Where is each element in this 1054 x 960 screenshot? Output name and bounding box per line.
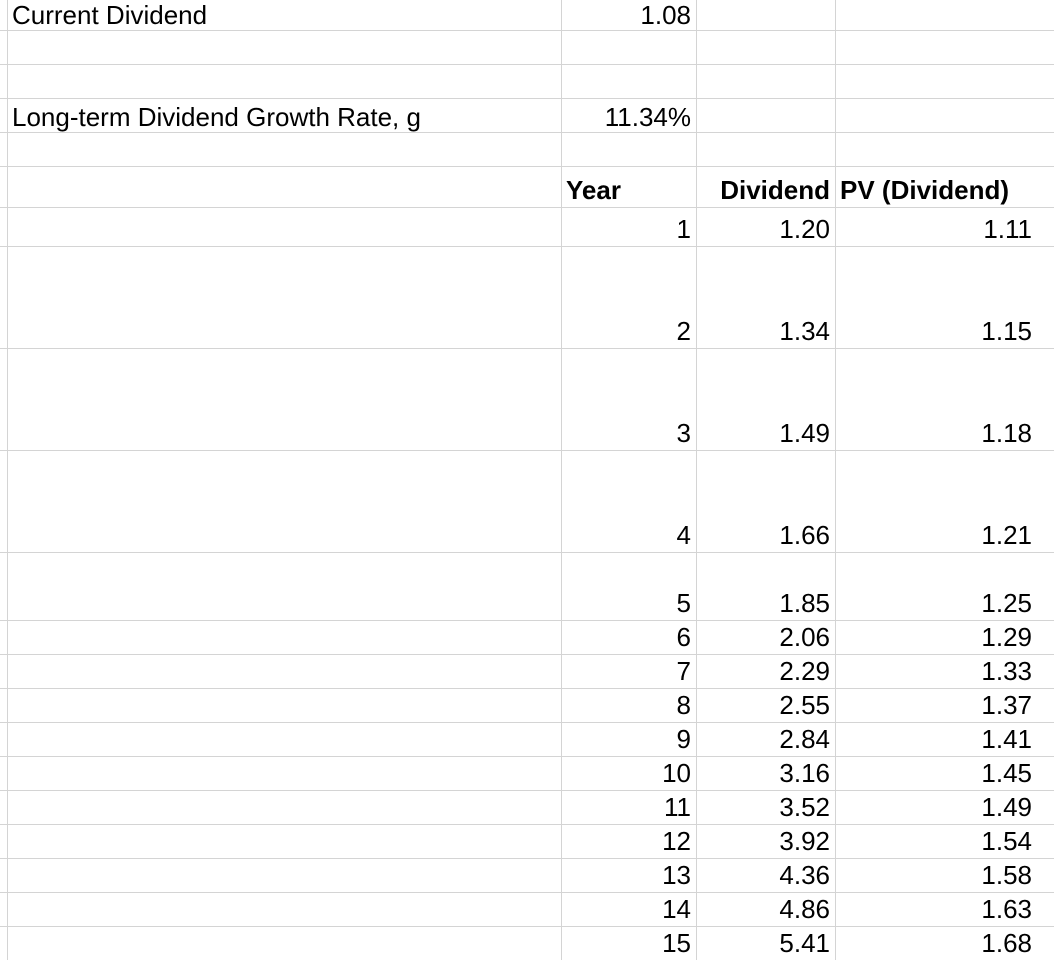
row-gridline xyxy=(0,892,1054,893)
dividend-cell[interactable]: 1.34 xyxy=(779,316,830,346)
header-year[interactable]: Year xyxy=(566,175,621,205)
header-pv-dividend[interactable]: PV (Dividend) xyxy=(840,175,1010,205)
year-cell[interactable]: 7 xyxy=(676,656,691,686)
row-gridline xyxy=(0,654,1054,655)
row-gridline xyxy=(0,688,1054,689)
pv-dividend-cell[interactable]: 1.15 xyxy=(981,316,1032,346)
year-cell[interactable]: 15 xyxy=(662,928,691,958)
row-gridline xyxy=(0,552,1054,553)
header-dividend[interactable]: Dividend xyxy=(720,175,830,205)
year-cell[interactable]: 2 xyxy=(676,316,691,346)
column-gridline xyxy=(696,0,697,960)
year-cell[interactable]: 13 xyxy=(662,860,691,890)
year-cell[interactable]: 12 xyxy=(662,826,691,856)
row-gridline xyxy=(0,64,1054,65)
year-cell[interactable]: 4 xyxy=(676,520,691,550)
pv-dividend-cell[interactable]: 1.63 xyxy=(981,894,1032,924)
row-gridline xyxy=(0,207,1054,208)
current-dividend-value[interactable]: 1.08 xyxy=(640,0,691,30)
pv-dividend-cell[interactable]: 1.45 xyxy=(981,758,1032,788)
current-dividend-label[interactable]: Current Dividend xyxy=(12,0,208,30)
dividend-cell[interactable]: 1.66 xyxy=(779,520,830,550)
row-gridline xyxy=(0,858,1054,859)
pv-dividend-cell[interactable]: 1.58 xyxy=(981,860,1032,890)
pv-dividend-cell[interactable]: 1.29 xyxy=(981,622,1032,652)
pv-dividend-cell[interactable]: 1.11 xyxy=(983,214,1032,244)
year-cell[interactable]: 9 xyxy=(676,724,691,754)
year-cell[interactable]: 11 xyxy=(664,792,691,822)
year-cell[interactable]: 3 xyxy=(676,418,691,448)
row-gridline xyxy=(0,824,1054,825)
year-cell[interactable]: 10 xyxy=(662,758,691,788)
row-gridline xyxy=(0,620,1054,621)
pv-dividend-cell[interactable]: 1.18 xyxy=(981,418,1032,448)
dividend-cell[interactable]: 2.29 xyxy=(779,656,830,686)
year-cell[interactable]: 5 xyxy=(676,588,691,618)
row-gridline xyxy=(0,790,1054,791)
dividend-cell[interactable]: 2.55 xyxy=(779,690,830,720)
year-cell[interactable]: 14 xyxy=(662,894,691,924)
row-gridline xyxy=(0,926,1054,927)
column-gridline xyxy=(561,0,562,960)
column-gridline xyxy=(835,0,836,960)
pv-dividend-cell[interactable]: 1.25 xyxy=(981,588,1032,618)
dividend-cell[interactable]: 1.20 xyxy=(779,214,830,244)
pv-dividend-cell[interactable]: 1.54 xyxy=(981,826,1032,856)
year-cell[interactable]: 8 xyxy=(676,690,691,720)
row-gridline xyxy=(0,98,1054,99)
pv-dividend-cell[interactable]: 1.68 xyxy=(981,928,1032,958)
pv-dividend-cell[interactable]: 1.41 xyxy=(981,724,1032,754)
pv-dividend-cell[interactable]: 1.49 xyxy=(981,792,1032,822)
row-gridline xyxy=(0,132,1054,133)
dividend-cell[interactable]: 3.52 xyxy=(779,792,830,822)
pv-dividend-cell[interactable]: 1.21 xyxy=(981,520,1032,550)
pv-dividend-cell[interactable]: 1.37 xyxy=(981,690,1032,720)
row-gridline xyxy=(0,756,1054,757)
growth-rate-label[interactable]: Long-term Dividend Growth Rate, g xyxy=(12,102,421,132)
row-gridline xyxy=(0,166,1054,167)
row-gridline xyxy=(0,30,1054,31)
dividend-cell[interactable]: 2.06 xyxy=(779,622,830,652)
dividend-cell[interactable]: 3.16 xyxy=(779,758,830,788)
year-cell[interactable]: 6 xyxy=(676,622,691,652)
row-gridline xyxy=(0,246,1054,247)
dividend-cell[interactable]: 4.86 xyxy=(779,894,830,924)
row-gridline xyxy=(0,722,1054,723)
dividend-cell[interactable]: 2.84 xyxy=(779,724,830,754)
dividend-cell[interactable]: 3.92 xyxy=(779,826,830,856)
dividend-cell[interactable]: 1.49 xyxy=(779,418,830,448)
growth-rate-value[interactable]: 11.34% xyxy=(604,102,691,132)
column-gridline xyxy=(7,0,8,960)
dividend-cell[interactable]: 5.41 xyxy=(779,928,830,958)
pv-dividend-cell[interactable]: 1.33 xyxy=(981,656,1032,686)
row-gridline xyxy=(0,348,1054,349)
dividend-cell[interactable]: 4.36 xyxy=(779,860,830,890)
year-cell[interactable]: 1 xyxy=(676,214,691,244)
row-gridline xyxy=(0,450,1054,451)
dividend-cell[interactable]: 1.85 xyxy=(779,588,830,618)
